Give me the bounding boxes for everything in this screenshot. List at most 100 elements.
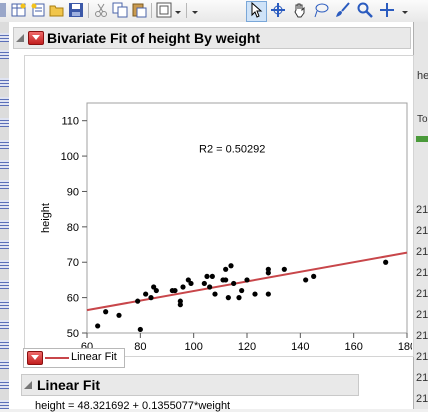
fit-legend[interactable]: Linear Fit bbox=[23, 348, 125, 368]
data-point bbox=[236, 295, 242, 301]
linear-fit-heading: Linear Fit bbox=[37, 377, 101, 393]
background-label: 21 bbox=[416, 330, 428, 342]
fit-equation: height = 48.321692 + 0.1355077*weight bbox=[35, 400, 231, 412]
data-point bbox=[103, 309, 109, 315]
table-icon bbox=[0, 300, 9, 309]
table-icon bbox=[0, 240, 9, 249]
data-point bbox=[201, 280, 207, 287]
dropdown-icon[interactable] bbox=[400, 2, 410, 18]
lasso-tool-icon[interactable] bbox=[313, 2, 329, 18]
data-point bbox=[148, 295, 154, 301]
data-point bbox=[223, 266, 229, 272]
data-point bbox=[153, 287, 159, 294]
table-icon bbox=[0, 118, 9, 127]
background-bar bbox=[416, 136, 428, 142]
data-point bbox=[143, 291, 149, 297]
y-tick-label: 80 bbox=[67, 222, 79, 234]
toolbar-edge bbox=[0, 3, 6, 17]
report-title: Bivariate Fit of height By weight bbox=[47, 30, 261, 46]
y-tick-label: 60 bbox=[67, 293, 79, 305]
data-point bbox=[204, 273, 210, 279]
x-tick-label: 160 bbox=[344, 341, 362, 353]
background-label: 21 bbox=[416, 246, 428, 258]
toolbar-separator bbox=[88, 3, 89, 18]
toolbar bbox=[0, 0, 428, 23]
table-icon bbox=[0, 200, 9, 209]
disclosure-triangle-icon[interactable] bbox=[23, 380, 33, 390]
dropdown-icon[interactable] bbox=[190, 2, 200, 18]
new-table-icon[interactable] bbox=[11, 2, 27, 18]
x-tick-label: 100 bbox=[184, 341, 202, 353]
x-tick-label: 140 bbox=[291, 341, 309, 353]
data-point bbox=[172, 287, 178, 294]
data-point bbox=[223, 277, 229, 283]
crosshair-tool-icon[interactable] bbox=[270, 2, 286, 18]
red-triangle-menu-icon[interactable] bbox=[27, 351, 43, 365]
toolbar-separator bbox=[186, 3, 187, 18]
table-icon bbox=[0, 160, 9, 169]
data-point bbox=[281, 266, 287, 272]
hand-tool-icon[interactable] bbox=[292, 2, 308, 18]
background-label: 21 bbox=[416, 372, 428, 384]
copy-icon[interactable] bbox=[112, 2, 128, 18]
data-point bbox=[231, 280, 237, 287]
background-label: 21 bbox=[416, 393, 428, 405]
data-point bbox=[188, 280, 194, 287]
data-point bbox=[239, 287, 245, 294]
layout-icon[interactable] bbox=[156, 2, 172, 18]
background-label: 21 bbox=[416, 309, 428, 321]
table-icon bbox=[0, 220, 9, 229]
data-point bbox=[209, 273, 215, 279]
toolbar-separator bbox=[151, 3, 152, 18]
background-label: To bbox=[417, 114, 428, 125]
x-tick-label: 180 bbox=[398, 341, 412, 353]
data-point bbox=[311, 273, 317, 279]
data-point bbox=[180, 284, 186, 290]
data-point bbox=[185, 277, 191, 283]
data-point bbox=[252, 291, 258, 297]
data-point bbox=[207, 284, 213, 290]
data-point bbox=[303, 277, 309, 283]
y-tick-label: 110 bbox=[61, 116, 79, 128]
data-point bbox=[383, 259, 389, 265]
table-icon bbox=[0, 260, 9, 269]
save-icon[interactable] bbox=[68, 2, 84, 18]
dropdown-icon[interactable] bbox=[173, 2, 183, 18]
y-tick-label: 90 bbox=[67, 186, 79, 198]
bivariate-scatter-plot[interactable]: 50607080901001106080100120140160180weigh… bbox=[24, 55, 412, 355]
disclosure-triangle-icon[interactable] bbox=[15, 33, 25, 43]
linear-fit-header: Linear Fit bbox=[21, 374, 359, 396]
data-point bbox=[244, 277, 250, 283]
open-icon[interactable] bbox=[49, 2, 65, 18]
data-point bbox=[116, 312, 122, 318]
table-icon bbox=[0, 50, 9, 59]
brush-tool-icon[interactable] bbox=[335, 2, 351, 18]
magnifier-tool-icon[interactable] bbox=[357, 2, 373, 18]
plus-tool-icon[interactable] bbox=[379, 2, 395, 18]
data-point bbox=[177, 298, 183, 304]
paste-icon[interactable] bbox=[131, 2, 147, 18]
table-icon bbox=[0, 360, 9, 369]
background-label: 21 bbox=[416, 204, 428, 216]
data-point bbox=[228, 263, 234, 269]
cut-icon[interactable] bbox=[93, 2, 109, 18]
report-header: Bivariate Fit of height By weight bbox=[13, 27, 411, 49]
data-point bbox=[225, 295, 231, 301]
new-script-icon[interactable] bbox=[30, 2, 46, 18]
plot-area bbox=[86, 102, 408, 334]
table-icon bbox=[0, 78, 9, 87]
table-icon bbox=[0, 140, 9, 149]
background-window-edge: he To 21 21 21 21 21 21 21 21 21 21 bbox=[413, 22, 428, 409]
red-triangle-menu-icon[interactable] bbox=[28, 31, 44, 45]
table-icon bbox=[0, 180, 9, 189]
fit-line-swatch bbox=[45, 357, 69, 359]
background-label: 21 bbox=[416, 267, 428, 279]
table-icon bbox=[0, 340, 9, 349]
x-tick-label: 120 bbox=[238, 341, 256, 353]
data-point bbox=[95, 323, 101, 329]
y-tick-label: 50 bbox=[67, 328, 79, 340]
r-squared-annotation: R2 = 0.50292 bbox=[199, 144, 265, 156]
table-icon bbox=[0, 280, 9, 289]
data-point bbox=[151, 284, 157, 290]
arrow-tool-icon[interactable] bbox=[248, 2, 264, 18]
